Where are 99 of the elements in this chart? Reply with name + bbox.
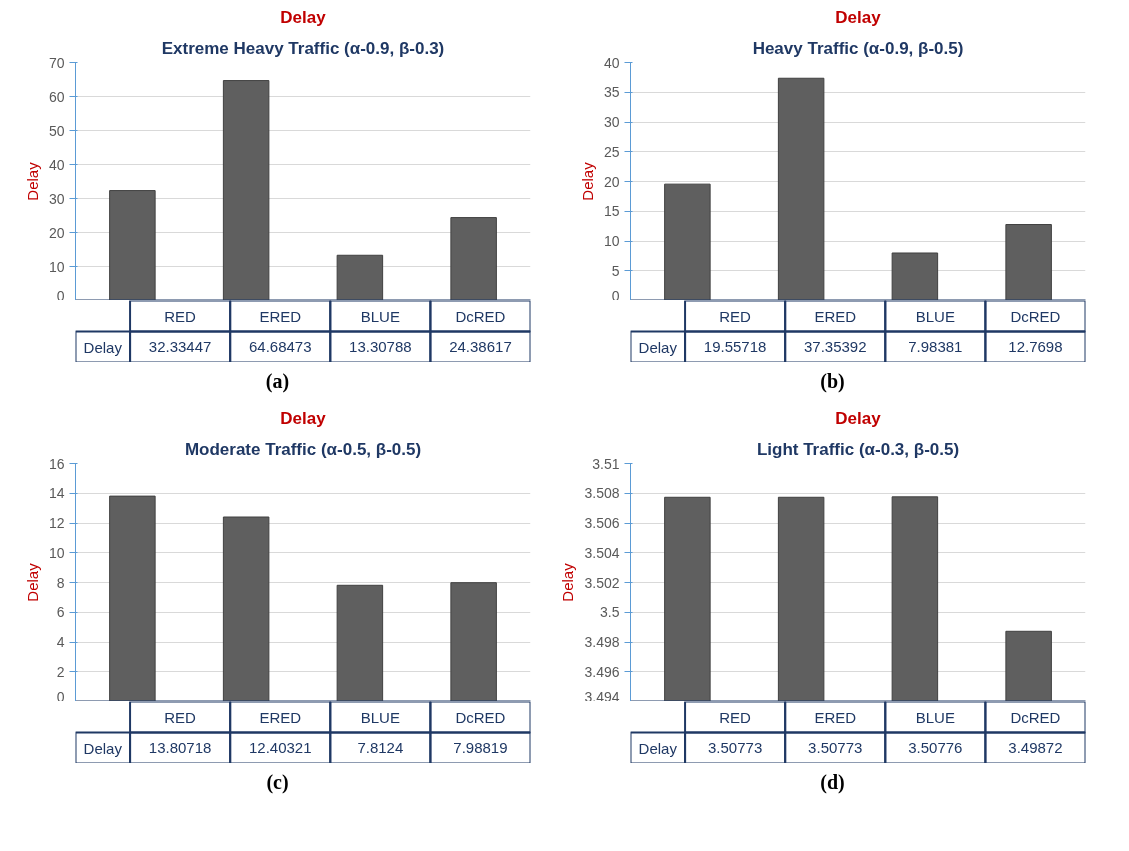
y-tick-label: 2 (56, 663, 65, 680)
x-tick-label: RED (164, 708, 197, 726)
bar (664, 183, 711, 300)
y-tick-label: 3.504 (584, 544, 620, 561)
y-tick-label: 16 (48, 455, 65, 472)
y-tick-label: 6 (56, 603, 65, 620)
x-tick-label: RED (164, 307, 197, 325)
text: Delay (638, 338, 678, 356)
chart-subtitle: Light Traffic (α-0.3, β-0.5) (756, 439, 960, 459)
y-tick-label: 3.508 (584, 484, 620, 501)
y-tick-label: 10 (603, 233, 620, 249)
y-tick-label: 50 (48, 122, 65, 139)
data-label: 13.30788 (349, 338, 412, 355)
y-tick-label: 3.494 (584, 688, 620, 705)
data-label: 19.55718 (703, 338, 767, 355)
text: Delay (638, 739, 678, 757)
y-tick-label: 20 (603, 173, 620, 190)
y-tick-label: 70 (48, 54, 65, 71)
data-label: 7.98819 (453, 738, 508, 756)
x-tick-label: BLUE (915, 307, 955, 325)
y-tick-label: 0 (56, 688, 65, 705)
text: (b) (820, 369, 845, 394)
y-axis-title: Delay (23, 562, 41, 602)
data-label: 64.68473 (248, 338, 312, 355)
bar (336, 584, 384, 701)
bar (450, 581, 497, 701)
y-tick-label: 30 (48, 190, 65, 207)
chart-title: Delay (280, 7, 327, 27)
y-tick-label: 10 (48, 544, 65, 561)
data-label: 12.7698 (1008, 338, 1063, 355)
text: (d) (820, 769, 845, 795)
bar (222, 516, 270, 701)
x-tick-label: DcRED (1010, 307, 1061, 325)
bar (109, 190, 156, 300)
x-tick-label: BLUE (915, 708, 955, 726)
data-label: 3.50776 (908, 738, 963, 756)
bar (222, 80, 270, 300)
y-tick-label: 40 (48, 156, 65, 173)
x-tick-label: BLUE (360, 307, 400, 325)
text: (a) (265, 369, 290, 395)
text: Delay (83, 739, 123, 757)
y-axis-title: Delay (23, 161, 41, 201)
x-tick-label: ERED (814, 307, 857, 325)
y-tick-label: 3.502 (584, 574, 620, 591)
y-tick-label: 4 (56, 633, 65, 650)
text: (c) (266, 769, 289, 796)
x-tick-label: ERED (259, 708, 302, 726)
y-tick-label: 0 (611, 287, 620, 304)
chart-subtitle: Moderate Traffic (α-0.5, β-0.5) (184, 439, 422, 459)
data-label: 3.50773 (808, 738, 863, 756)
text: Delay (83, 338, 123, 356)
y-tick-label: 5 (611, 262, 620, 279)
x-tick-label: ERED (814, 708, 857, 726)
x-tick-label: BLUE (360, 708, 400, 726)
data-label: 24.38617 (449, 338, 512, 355)
chart-title: Delay (280, 408, 327, 428)
y-tick-label: 25 (603, 143, 620, 160)
y-tick-label: 8 (56, 574, 65, 591)
data-label: 32.33447 (148, 338, 212, 355)
y-axis-title: Delay (578, 161, 596, 201)
data-label: 7.98381 (908, 338, 963, 355)
data-label: 3.49872 (1008, 738, 1063, 756)
x-tick-label: ERED (259, 307, 302, 325)
chart-subtitle: Heavy Traffic (α-0.9, β-0.5) (752, 38, 964, 58)
y-tick-label: 10 (48, 258, 65, 275)
bar (450, 217, 497, 300)
y-tick-label: 3.506 (584, 514, 620, 531)
y-tick-label: 30 (603, 114, 620, 130)
data-label: 3.50773 (708, 738, 763, 756)
y-tick-label: 60 (48, 88, 65, 105)
chart-title: Delay (835, 7, 882, 27)
bar (109, 495, 156, 701)
y-tick-label: 35 (603, 84, 620, 101)
bar (1005, 224, 1052, 300)
x-tick-label: RED (719, 708, 752, 726)
x-tick-label: DcRED (455, 708, 506, 726)
y-tick-label: 0 (56, 287, 65, 304)
x-tick-label: DcRED (455, 307, 506, 325)
y-tick-label: 3.498 (584, 633, 620, 650)
y-tick-label: 15 (603, 203, 620, 220)
y-tick-label: 40 (603, 54, 620, 71)
data-label: 37.35392 (803, 338, 867, 355)
x-tick-label: RED (719, 307, 752, 325)
chart-title: Delay (835, 408, 882, 428)
bar (336, 254, 384, 300)
bar (777, 77, 825, 300)
y-tick-label: 3.496 (584, 663, 620, 680)
y-tick-label: 3.5 (600, 603, 620, 620)
data-label: 12.40321 (248, 738, 312, 756)
bar (891, 252, 939, 300)
x-tick-label: DcRED (1010, 708, 1061, 726)
data-label: 7.8124 (357, 738, 404, 756)
chart-subtitle: Extreme Heavy Traffic (α-0.9, β-0.3) (161, 38, 445, 58)
y-tick-label: 20 (48, 224, 65, 241)
y-tick-label: 12 (48, 514, 65, 531)
data-label: 13.80718 (148, 738, 212, 756)
y-axis-title: Delay (559, 562, 577, 602)
y-tick-label: 14 (48, 484, 65, 501)
y-tick-label: 3.51 (592, 455, 620, 472)
